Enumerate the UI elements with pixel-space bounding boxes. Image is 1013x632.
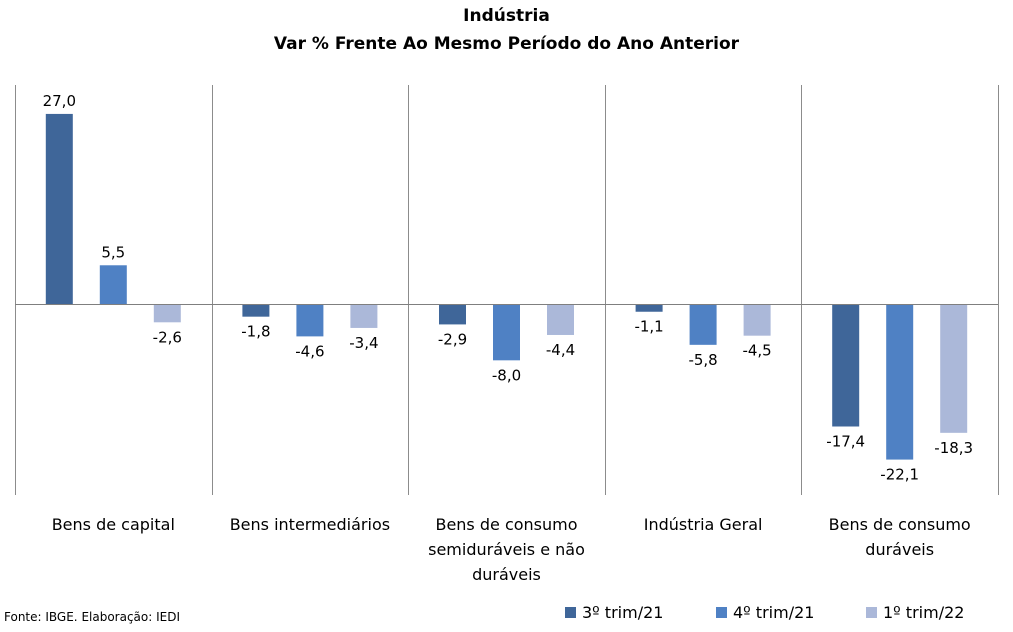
category-label: duráveis <box>865 540 934 559</box>
category-label: Bens de consumo <box>829 515 971 534</box>
data-label: -22,1 <box>880 466 919 484</box>
bar <box>743 304 771 336</box>
data-label: -17,4 <box>826 432 865 450</box>
data-label: -3,4 <box>349 334 378 352</box>
category-label: Bens de consumo <box>435 515 577 534</box>
bar <box>940 304 968 433</box>
bar <box>689 304 717 345</box>
data-label: -18,3 <box>934 439 973 457</box>
chart-title: Indústria <box>463 6 550 26</box>
bar <box>635 304 663 312</box>
data-label: 5,5 <box>101 243 125 261</box>
category-label: Bens de capital <box>52 515 175 534</box>
bar <box>493 304 520 361</box>
bar <box>45 113 73 304</box>
data-label: -5,8 <box>688 351 717 369</box>
category-label: duráveis <box>472 565 541 584</box>
data-label: -2,9 <box>438 330 467 348</box>
bar <box>153 304 181 323</box>
legend-swatch <box>565 607 576 618</box>
bar <box>886 304 914 460</box>
legend-swatch <box>716 607 727 618</box>
legend-label: 3º trim/21 <box>582 603 664 622</box>
bar <box>547 304 574 335</box>
legend-label: 4º trim/21 <box>733 603 815 622</box>
chart-subtitle: Var % Frente Ao Mesmo Período do Ano Ant… <box>273 34 740 54</box>
bar <box>832 304 860 427</box>
data-label: -1,8 <box>241 323 270 341</box>
bar <box>439 304 466 325</box>
bar <box>296 304 324 337</box>
bar <box>99 265 127 304</box>
legend-item-4tri21: 4º trim/21 <box>716 603 814 622</box>
category-label: semiduráveis e não <box>428 540 585 559</box>
source-note: Fonte: IBGE. Elaboração: IEDI <box>4 610 181 624</box>
data-label: 27,0 <box>43 92 76 110</box>
legend-swatch <box>866 607 877 618</box>
data-label: -4,6 <box>295 342 324 360</box>
data-label: -4,5 <box>742 342 771 360</box>
legend-label: 1º trim/22 <box>883 603 965 622</box>
bar <box>350 304 378 328</box>
category-label: Indústria Geral <box>644 515 763 534</box>
category-label: Bens intermediários <box>230 515 390 534</box>
data-label: -2,6 <box>153 328 182 346</box>
bar <box>242 304 270 317</box>
legend-item-3tri21: 3º trim/21 <box>565 603 663 622</box>
data-label: -1,1 <box>634 318 663 336</box>
data-label: -8,0 <box>492 366 521 384</box>
data-label: -4,4 <box>546 341 575 359</box>
legend-item-1tri22: 1º trim/22 <box>866 603 964 622</box>
